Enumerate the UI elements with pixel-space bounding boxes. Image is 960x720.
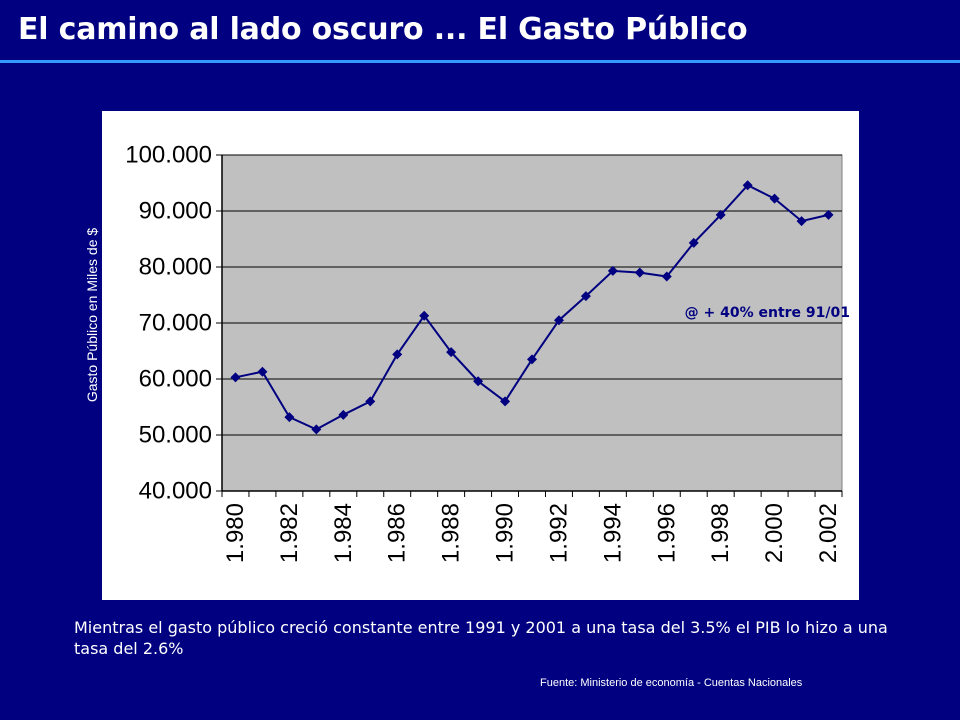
y-tick-label: 60.000 (139, 366, 212, 393)
y-tick-label: 90.000 (139, 198, 212, 225)
data-point (311, 424, 322, 435)
x-tick-label: 1.984 (330, 503, 357, 563)
data-point (284, 412, 295, 423)
data-point (742, 180, 753, 191)
x-tick-label: 1.996 (653, 503, 680, 563)
x-tick-label: 1.982 (276, 503, 303, 563)
data-point (661, 271, 672, 282)
data-point (607, 265, 618, 276)
x-tick-label: 1.986 (384, 503, 411, 563)
x-tick-label: 1.992 (545, 503, 572, 563)
title-divider (0, 60, 960, 63)
data-point (365, 396, 376, 407)
data-point (500, 396, 511, 407)
data-point (715, 209, 726, 220)
data-point (392, 349, 403, 360)
data-point (553, 315, 564, 326)
x-tick-label: 2.002 (815, 503, 842, 563)
data-point (769, 193, 780, 204)
x-tick-label: 1.990 (492, 503, 519, 563)
chart-panel: 40.000 50.000 60.000 70.000 80.000 90.000 100.… (102, 111, 859, 600)
y-tick-label: 40.000 (139, 478, 212, 505)
data-point (419, 310, 430, 321)
data-point (634, 267, 645, 278)
x-tick-label: 1.994 (599, 503, 626, 563)
data-point (580, 291, 591, 302)
data-point (823, 209, 834, 220)
data-point (230, 372, 241, 383)
page-title: El camino al lado oscuro ... El Gasto Pú… (18, 12, 748, 47)
y-tick-label: 50.000 (139, 422, 212, 449)
footnote-text: Mientras el gasto público creció constan… (74, 618, 888, 658)
data-point (338, 409, 349, 420)
y-tick-label: 80.000 (139, 254, 212, 281)
y-tick-label: 100.000 (125, 142, 212, 169)
x-tick-label: 2.000 (761, 503, 788, 563)
data-point (473, 376, 484, 387)
data-point (257, 366, 268, 377)
y-tick-label: 70.000 (139, 310, 212, 337)
data-point (796, 216, 807, 227)
data-point (688, 237, 699, 248)
y-axis-label: Gasto Público en Miles de $ (84, 227, 100, 403)
source-text: Fuente: Ministerio de economía - Cuentas… (540, 677, 803, 689)
chart-annotation: @ + 40% entre 91/01 (685, 305, 850, 321)
x-tick-label: 1.998 (707, 503, 734, 563)
data-point (446, 347, 457, 358)
x-tick-label: 1.988 (438, 503, 465, 563)
data-point (527, 354, 537, 365)
line-chart: 40.000 50.000 60.000 70.000 80.000 90.000 100.… (125, 142, 850, 564)
x-tick-label: 1.980 (222, 503, 249, 563)
